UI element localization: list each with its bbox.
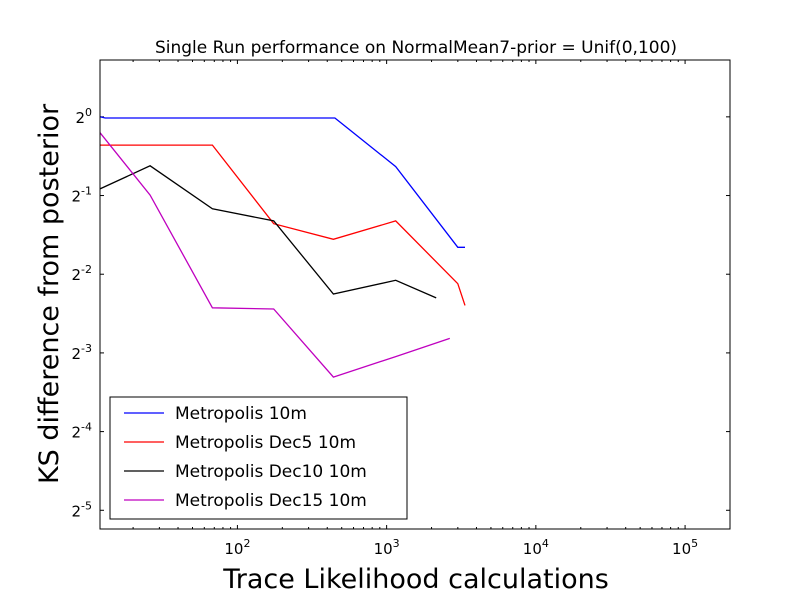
x-tick-label-base: 10 [374,540,393,558]
y-tick-label-base: 2 [71,345,81,363]
x-axis-label: Trace Likelihood calculations [222,564,609,595]
legend-label-1: Metropolis 10m [175,404,307,424]
legend-label-4: Metropolis Dec15 10m [175,491,367,511]
series-line-1 [99,116,465,248]
x-tick-label-base: 10 [224,540,243,558]
x-tick-label-base: 10 [672,540,691,558]
x-tick-label-exponent: 3 [393,537,400,550]
y-tick-label: 20 [75,106,92,127]
y-axis-label: KS difference from posterior [34,103,65,484]
y-tick-label-base: 2 [71,266,81,284]
series-line-3 [99,165,437,299]
legend-box [109,396,408,520]
y-tick-label: 2-1 [71,185,92,206]
x-ticks: 102 103 104 105 [132,60,731,558]
y-tick-label: 2-4 [71,421,92,442]
y-tick-label: 2-3 [71,342,92,363]
series-line-4 [99,132,451,378]
x-tick-label-exponent: 5 [691,537,698,550]
series-lines [99,116,466,378]
legend-label-2: Metropolis Dec5 10m [175,433,356,453]
plot-frame [99,59,731,530]
x-tick-label: 104 [523,537,549,558]
y-tick-label-exponent: -3 [81,342,92,355]
y-tick-label-exponent: -2 [81,263,92,276]
x-tick-label-base: 10 [523,540,542,558]
y-tick-label-base: 2 [71,424,81,442]
y-tick-label-exponent: -1 [81,185,92,198]
x-tick-label-exponent: 2 [243,537,250,550]
x-tick-label: 105 [672,537,698,558]
y-tick-label-exponent: -5 [81,499,92,512]
series-line-2 [100,144,466,306]
y-tick-label-base: 2 [75,109,85,127]
chart-title: Single Run performance on NormalMean7-pr… [155,38,677,58]
x-tick-label-exponent: 4 [542,537,549,550]
y-tick-label: 2-2 [71,263,92,284]
legend: Metropolis 10m Metropolis Dec5 10m Metropo… [109,396,408,520]
x-tick-label: 103 [374,537,400,558]
x-tick-label: 102 [224,537,250,558]
y-ticks: 202-12-22-32-42-5 [71,106,730,520]
y-tick-label-base: 2 [71,188,81,206]
y-tick-label: 2-5 [71,499,92,520]
y-tick-label-base: 2 [71,502,81,520]
y-tick-label-exponent: 0 [85,106,92,119]
legend-label-3: Metropolis Dec10 10m [175,462,367,482]
y-tick-label-exponent: -4 [81,421,92,434]
